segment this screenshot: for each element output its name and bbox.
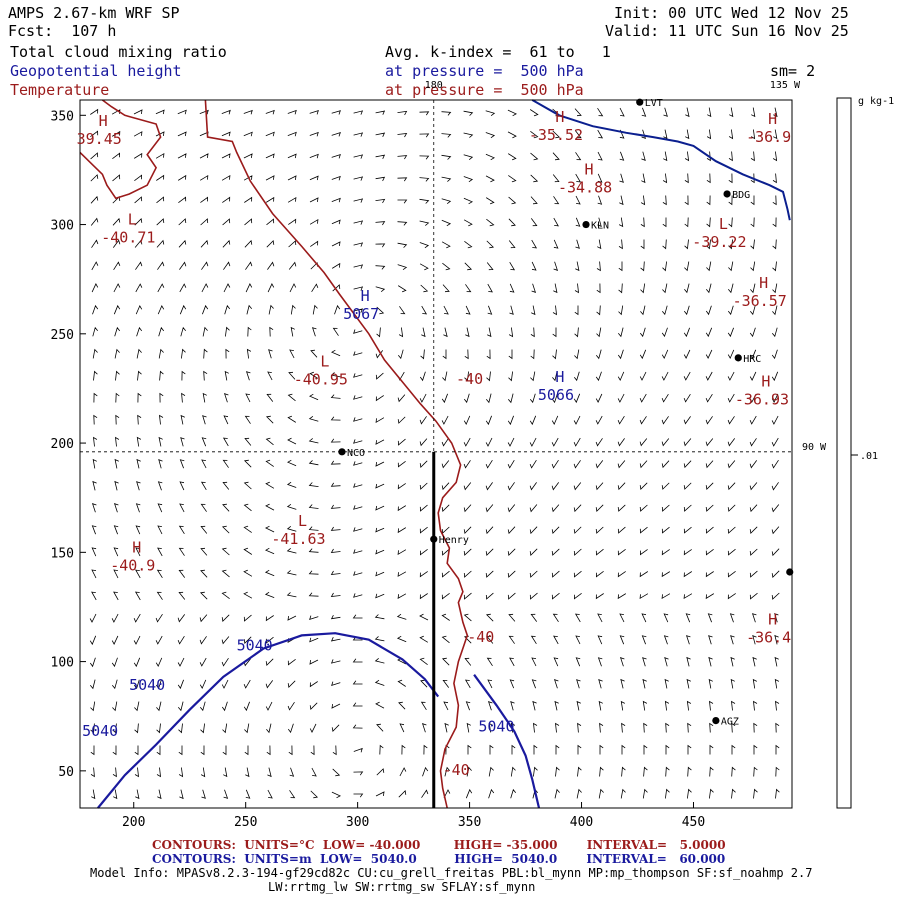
pressure-center-type: H <box>768 110 777 128</box>
height-contour-right <box>473 674 541 809</box>
k-index-label: Avg. k-index = 61 to 1 <box>385 43 611 61</box>
field-height-label: Geopotential height <box>10 62 182 80</box>
axes: 200 250 300 350 400 450 50 100 150 200 250 300 350 18… <box>51 80 828 830</box>
stations: LVT BDG KLN HRC NCO Henry AGZ <box>338 98 794 728</box>
contour-label: 5040 <box>237 637 273 655</box>
x-tick-label: 400 <box>570 815 593 830</box>
pressure-center-value: -39.22 <box>692 233 746 251</box>
model-title: AMPS 2.67-km WRF SP <box>8 4 180 22</box>
pressure-center-value: -41.63 <box>271 530 325 548</box>
pressure-center-type: L <box>298 512 307 530</box>
contour-label: -40 <box>443 761 470 779</box>
station-marker <box>636 98 644 106</box>
station-label: AGZ <box>721 717 739 728</box>
height-contour-left <box>97 632 440 809</box>
pressure-center-value: -36.57 <box>733 292 787 310</box>
height-pressure-label: at pressure = 500 hPa <box>385 62 584 80</box>
station-label: BDG <box>732 190 750 201</box>
temperature-contour-left <box>79 99 162 200</box>
wind-barb-field <box>89 107 780 800</box>
colorbar <box>836 97 852 809</box>
pressure-center-type: H <box>555 368 564 386</box>
pressure-center-value: 5066 <box>538 386 574 404</box>
pressure-center-value: -36.93 <box>735 390 789 408</box>
field-temperature-label: Temperature <box>10 81 110 99</box>
station-marker <box>582 220 590 229</box>
contour-label: -40 <box>456 370 483 388</box>
plot-frame <box>79 99 793 809</box>
station-label: KLN <box>591 221 609 232</box>
y-tick-label: 300 <box>51 219 74 234</box>
pressure-center-type: H <box>99 112 108 130</box>
pressure-center-type: H <box>555 108 564 126</box>
y-tick-label: 150 <box>51 546 74 561</box>
contour-label: 5040 <box>129 676 165 694</box>
station-marker <box>786 568 794 576</box>
pressure-center-value: 39.45 <box>77 130 122 148</box>
contour-label: 5040 <box>82 722 118 740</box>
model-info: Model Info: MPASv8.2.3-194-gf29cd82c CU:… <box>90 866 813 880</box>
pressure-center-type: L <box>128 211 137 229</box>
longitude-label: 180 <box>425 80 443 91</box>
y-tick-label: 250 <box>51 328 74 343</box>
temperature-contour-info: CONTOURS: UNITS=°C LOW= -40.000 HIGH= -3… <box>152 838 726 852</box>
station-marker <box>723 190 731 198</box>
field-cloud-label: Total cloud mixing ratio <box>10 43 227 61</box>
forecast-hour: Fcst: 107 h <box>8 22 117 40</box>
valid-time: Valid: 11 UTC Sun 16 Nov 25 <box>605 22 849 40</box>
colorbar-tick: .01 <box>860 451 878 462</box>
pressure-center-value: 5067 <box>343 305 379 323</box>
pressure-center-value: -40.9 <box>110 556 155 574</box>
pressure-center-value: -36.9 <box>746 128 791 146</box>
contours <box>79 99 792 809</box>
temperature-contour-main <box>204 99 469 809</box>
y-tick-label: 200 <box>51 437 74 452</box>
pressure-center-type: H <box>585 160 594 178</box>
height-contour-info: CONTOURS: UNITS=m LOW= 5040.0 HIGH= 5040… <box>152 852 726 866</box>
pressure-center-value: -34.88 <box>558 178 612 196</box>
pressure-center-type: L <box>320 353 329 371</box>
pressure-center-value: -40.95 <box>294 371 348 389</box>
pressure-center-type: H <box>768 610 777 628</box>
x-tick-label: 350 <box>458 815 481 830</box>
pressure-center-type: H <box>759 274 768 292</box>
station-label: HRC <box>743 354 761 365</box>
station-label: LVT <box>645 98 663 109</box>
y-tick-label: 50 <box>58 765 74 780</box>
station-marker <box>430 535 438 543</box>
pressure-center-type: L <box>719 215 728 233</box>
x-tick-label: 300 <box>346 815 369 830</box>
x-tick-label: 200 <box>122 815 145 830</box>
pressure-center-type: H <box>761 372 770 390</box>
pressure-center-type: H <box>361 287 370 305</box>
longitude-label: 135 W <box>770 80 801 91</box>
colorbar-unit: g kg-1 <box>858 96 894 107</box>
model-info-2: LW:rrtmg_lw SW:rrtmg_sw SFLAY:sf_mynn <box>268 880 536 894</box>
smoothing-label: sm= 2 <box>770 62 816 80</box>
x-tick-label: 450 <box>682 815 705 830</box>
wind-barbs <box>89 107 780 800</box>
pressure-center-value: -40.71 <box>101 229 155 247</box>
station-label: NCO <box>347 448 365 459</box>
coastline <box>531 99 791 221</box>
pressure-center-value: -36.4 <box>746 628 791 646</box>
contour-label: -40 <box>467 628 494 646</box>
y-tick-label: 100 <box>51 656 74 671</box>
station-marker <box>734 354 742 362</box>
x-tick-label: 250 <box>234 815 257 830</box>
station-marker <box>338 448 346 456</box>
pressure-center-type: H <box>132 538 141 556</box>
pressure-center-value: -35.52 <box>529 126 583 144</box>
station-label: Henry <box>439 535 469 546</box>
y-tick-label: 350 <box>51 109 74 124</box>
station-marker <box>712 716 720 725</box>
init-time: Init: 00 UTC Wed 12 Nov 25 <box>614 4 849 22</box>
temperature-pressure-label: at pressure = 500 hPa <box>385 81 584 99</box>
longitude-label: 90 W <box>802 442 827 453</box>
contour-label: 5040 <box>478 718 514 736</box>
